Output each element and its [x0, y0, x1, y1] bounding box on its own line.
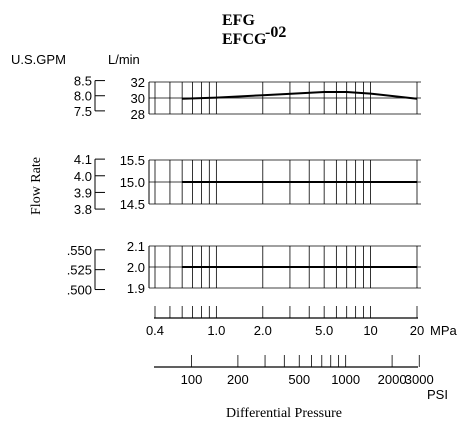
gpm-tick-label: 3.9: [74, 185, 92, 200]
gpm-tick-label: 4.0: [74, 169, 92, 184]
mpa-tick-label: 10: [363, 323, 377, 338]
lpm-tick-label: 15.0: [120, 175, 145, 190]
flow-rate-series-line: [182, 91, 418, 100]
psi-tick-label: 200: [227, 372, 249, 387]
lpm-unit-label: L/min: [108, 52, 140, 67]
psi-tick-label: 500: [288, 372, 310, 387]
y-axis-label: Flow Rate: [29, 157, 44, 215]
gpm-tick-label: .500: [67, 283, 92, 298]
lpm-tick-label: 1.9: [127, 281, 145, 296]
lpm-tick-label: 2.0: [127, 260, 145, 275]
gpm-tick-label: .550: [67, 243, 92, 258]
mpa-tick-label: 1.0: [207, 323, 225, 338]
gpm-tick-label: 8.5: [74, 74, 92, 89]
lpm-tick-label: 32: [131, 75, 145, 90]
psi-tick-label: 100: [181, 372, 203, 387]
psi-tick-label: 1000: [331, 372, 360, 387]
mpa-tick-label: 5.0: [315, 323, 333, 338]
lpm-tick-label: 28: [131, 107, 145, 122]
mpa-tick-label: 0.4: [146, 323, 164, 338]
chart-title-line2: EFCG: [222, 31, 267, 48]
gpm-tick-label: 4.1: [74, 152, 92, 167]
lpm-tick-label: 2.1: [127, 239, 145, 254]
chart-title-suffix: -02: [265, 24, 286, 41]
gpm-unit-label: U.S.GPM: [11, 52, 66, 67]
lpm-tick-label: 30: [131, 91, 145, 106]
x-axis-label: Differential Pressure: [226, 406, 342, 421]
gpm-tick-label: 3.8: [74, 202, 92, 217]
gpm-tick-label: 8.0: [74, 89, 92, 104]
psi-tick-label: 3000: [405, 372, 434, 387]
chart-title-line1: EFG: [222, 12, 255, 29]
lpm-tick-label: 15.5: [120, 153, 145, 168]
mpa-tick-label: 2.0: [254, 323, 272, 338]
psi-unit-label: PSI: [427, 387, 448, 402]
lpm-tick-label: 14.5: [120, 197, 145, 212]
psi-tick-label: 2000: [378, 372, 407, 387]
mpa-tick-label: 20: [410, 323, 424, 338]
gpm-tick-label: .525: [67, 263, 92, 278]
gpm-tick-label: 7.5: [74, 104, 92, 119]
mpa-unit-label: MPa: [430, 323, 458, 338]
